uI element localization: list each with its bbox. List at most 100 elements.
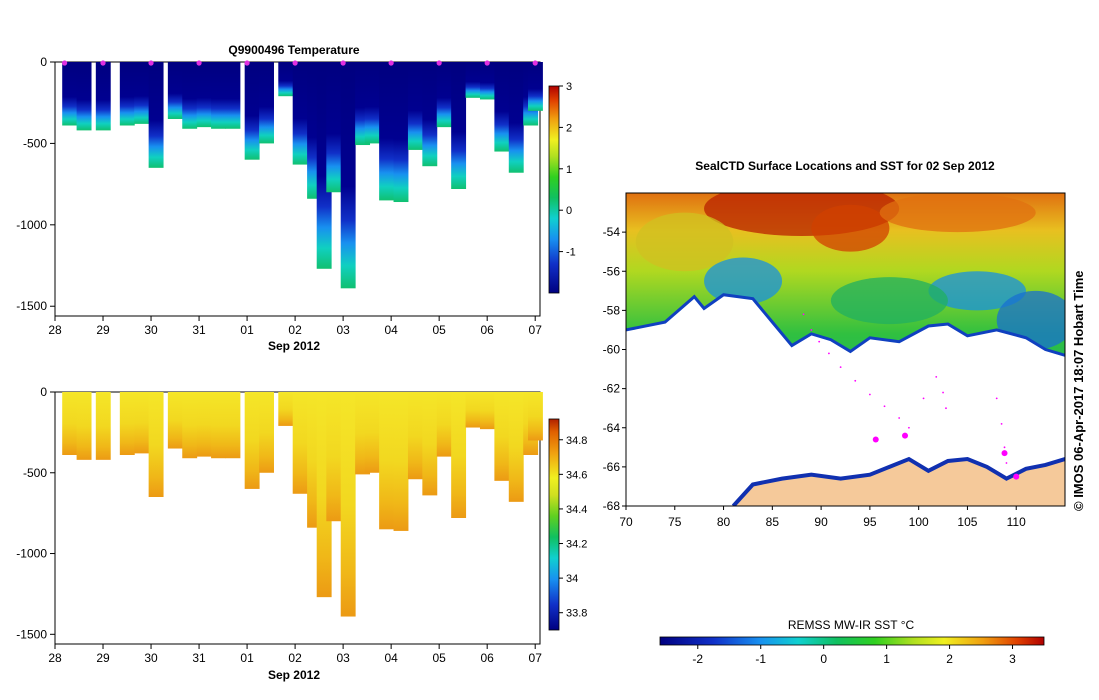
profile-column-14 — [292, 62, 308, 165]
profile-column-26 — [451, 392, 467, 518]
track-point-11 — [935, 375, 938, 378]
x-tick-label-9: 06 — [480, 323, 494, 337]
profile-column-23 — [407, 62, 423, 150]
track-point-6 — [868, 393, 871, 396]
lat-tick-label-5: -64 — [603, 421, 621, 435]
profile-marker-5 — [292, 60, 298, 66]
profile-column-17 — [326, 62, 342, 193]
profile-marker-0 — [62, 60, 68, 66]
track-point-7 — [883, 405, 886, 408]
profile-column-12 — [259, 62, 274, 144]
lon-tick-label-0: 70 — [619, 515, 633, 529]
sst-cb-tick-label-0: -2 — [692, 652, 703, 666]
profile-column-11 — [244, 62, 260, 160]
cb-tick-label-1: 34.6 — [566, 469, 587, 481]
seal-surface-locations — [872, 432, 1020, 480]
track-point-15 — [1000, 422, 1003, 425]
profile-column-6 — [167, 62, 183, 119]
profile-column-25 — [436, 392, 452, 457]
y-tick-label-1: -500 — [23, 466, 47, 480]
track-point-17 — [1005, 462, 1008, 464]
sst-patch-2 — [879, 193, 1036, 233]
x-tick-label-4: 01 — [240, 651, 254, 665]
track-point-3 — [828, 352, 830, 355]
track-point-1 — [810, 329, 813, 331]
profile-column-29 — [494, 62, 510, 152]
x-tick-label-7: 04 — [384, 651, 398, 665]
salinity-colorbar — [548, 418, 560, 631]
sst-cb-tick-label-1: -1 — [755, 652, 766, 666]
surface-location-1 — [902, 432, 909, 439]
profile-column-10 — [225, 392, 241, 459]
lat-tick-label-6: -66 — [603, 460, 621, 474]
x-tick-label-3: 31 — [192, 651, 206, 665]
profile-column-5 — [148, 62, 164, 168]
profile-column-5 — [148, 392, 164, 497]
lat-tick-label-2: -58 — [603, 303, 621, 317]
track-point-16 — [1003, 446, 1006, 449]
profile-column-28 — [479, 62, 495, 100]
profile-column-7 — [182, 392, 198, 459]
profile-column-20 — [364, 392, 380, 473]
profile-column-18 — [340, 392, 356, 617]
profile-column-25 — [436, 62, 452, 128]
salinity-panel: 0 -500 -1000 -1500 28 29 30 31 01 02 03 04 05 06 07 S… — [16, 385, 587, 682]
y-tick-label-0: 0 — [40, 55, 47, 69]
x-tick-label-1: 29 — [96, 651, 110, 665]
lon-tick-label-1: 75 — [668, 515, 682, 529]
track-point-14 — [995, 397, 998, 400]
profile-marker-9 — [484, 60, 490, 66]
cb-tick-label-3: 34.2 — [566, 539, 587, 551]
profile-column-26 — [451, 62, 467, 189]
profile-column-17 — [326, 392, 342, 522]
profile-column-18 — [340, 62, 356, 289]
salinity-x-axis: 28 29 30 31 01 02 03 04 05 06 07 — [48, 644, 542, 665]
y-tick-label-3: -1500 — [16, 299, 47, 313]
profile-column-27 — [465, 62, 481, 98]
cb-tick-label-3: 0 — [566, 205, 572, 217]
lon-tick-label-3: 85 — [766, 515, 780, 529]
profile-column-32 — [527, 62, 543, 111]
profile-column-3 — [119, 392, 135, 455]
profile-column-1 — [76, 392, 92, 460]
x-tick-label-0: 28 — [48, 651, 62, 665]
profile-column-13 — [278, 392, 294, 426]
sst-cb-tick-label-3: 1 — [883, 652, 890, 666]
profile-column-0 — [62, 392, 78, 455]
profile-marker-10 — [532, 60, 538, 66]
profile-column-23 — [407, 392, 423, 480]
sst-patch-5 — [928, 271, 1026, 311]
profile-column-10 — [225, 62, 241, 129]
salinity-colorbar-ticks: 34.8 34.6 34.4 34.2 34 33.8 — [559, 435, 587, 620]
temperature-colorbar — [548, 85, 560, 294]
x-tick-label-2: 30 — [144, 651, 158, 665]
x-tick-label-9: 06 — [480, 651, 494, 665]
x-tick-label-5: 02 — [288, 323, 302, 337]
ice-edge-band — [626, 293, 1065, 357]
profile-column-7 — [182, 62, 198, 129]
track-point-13 — [945, 407, 947, 410]
x-tick-label-5: 02 — [288, 651, 302, 665]
x-tick-label-3: 31 — [192, 323, 206, 337]
cb-tick-label-0: 34.8 — [566, 435, 587, 447]
x-tick-label-10: 07 — [529, 651, 543, 665]
map-title: SealCTD Surface Locations and SST for 02… — [695, 159, 995, 173]
track-point-12 — [942, 391, 944, 394]
temperature-panel: Q9900496 Temperature 0-500-1000-1500 28 2… — [16, 43, 575, 353]
profile-column-1 — [76, 62, 92, 131]
lon-tick-label-6: 100 — [909, 515, 929, 529]
sst-cb-tick-label-5: 3 — [1009, 652, 1016, 666]
temperature-title: Q9900496 Temperature — [228, 43, 360, 57]
profile-marker-1 — [100, 60, 106, 66]
profile-marker-4 — [244, 60, 250, 66]
track-point-4 — [839, 366, 842, 369]
x-tick-label-7: 04 — [384, 323, 398, 337]
lon-tick-label-4: 90 — [814, 515, 828, 529]
temperature-colorbar-ticks: 3 2 1 0 -1 — [559, 81, 576, 259]
y-tick-label-2: -1000 — [16, 218, 47, 232]
temperature-profile-markers — [62, 60, 538, 66]
sea-ice-region — [626, 294, 1065, 506]
sst-cb-tick-label-2: 0 — [820, 652, 827, 666]
x-tick-label-4: 01 — [240, 323, 254, 337]
